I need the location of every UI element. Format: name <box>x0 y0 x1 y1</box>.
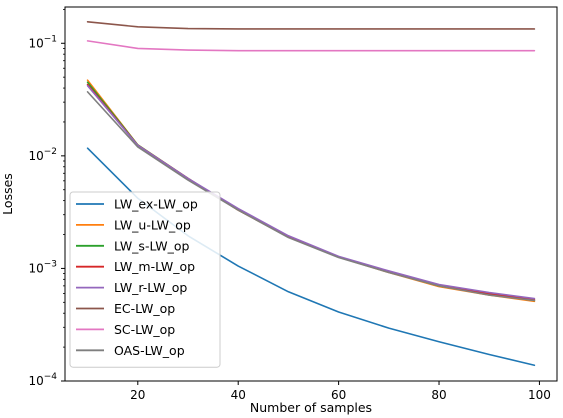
legend: LW_ex-LW_op LW_u-LW_op LW_s-LW_op LW_m-LW_o… <box>69 191 221 368</box>
legend-entry-label: LW_s-LW_op <box>114 238 190 253</box>
y-tick-label-base: 10 <box>28 36 43 50</box>
y-tick-label-exponent: −4 <box>44 372 58 382</box>
legend-box <box>69 191 221 368</box>
legend-entry-label: EC-LW_op <box>114 301 175 316</box>
y-axis-label: Losses <box>0 173 15 215</box>
y-tick-label-exponent: −3 <box>44 259 57 269</box>
legend-entry-label: OAS-LW_op <box>114 343 185 358</box>
y-tick-label-base: 10 <box>28 149 43 163</box>
series-line-ec-lw-op <box>86 21 536 30</box>
y-tick-label-base: 10 <box>28 261 43 275</box>
y-axis: 10−410−310−210−1 <box>28 8 65 388</box>
axes-frame <box>64 6 558 382</box>
y-tick-label: 10−4 <box>28 372 57 388</box>
legend-entry-label: LW_u-LW_op <box>114 217 191 232</box>
legend-entry-label: LW_r-LW_op <box>114 280 187 295</box>
x-axis: 20 40 60 80 100 <box>130 381 551 402</box>
y-tick-label: 10−3 <box>28 259 57 275</box>
x-tick-label: 80 <box>431 388 446 402</box>
y-tick-label-exponent: −2 <box>44 147 57 157</box>
legend-entry-label: LW_ex-LW_op <box>114 197 198 212</box>
series-line-oas-lw-op <box>86 91 536 302</box>
y-tick-label: 10−2 <box>28 147 57 163</box>
x-tick-label: 20 <box>130 388 145 402</box>
y-tick-label: 10−1 <box>28 34 57 50</box>
x-tick-label: 40 <box>231 388 246 402</box>
legend-entry-label: LW_m-LW_op <box>114 259 195 274</box>
series-line-sc-lw-op <box>86 40 536 52</box>
y-tick-label-exponent: −1 <box>44 34 57 44</box>
x-axis-label: Number of samples <box>250 400 372 415</box>
legend-entry-label: SC-LW_op <box>114 322 175 337</box>
x-tick-label: 60 <box>331 388 346 402</box>
series-line-lw-r-lw-op <box>86 84 536 300</box>
y-tick-label-base: 10 <box>28 374 43 388</box>
x-tick-label: 100 <box>528 388 551 402</box>
